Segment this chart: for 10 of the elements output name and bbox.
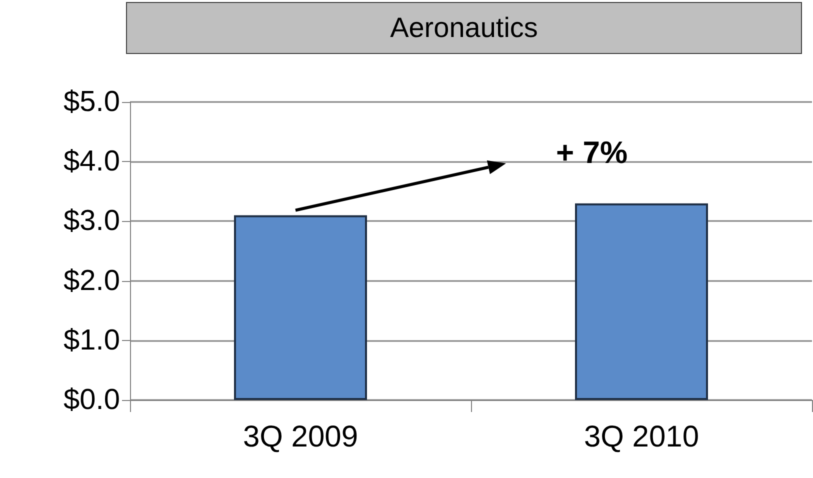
y-tick-label: $1.0 [64, 324, 120, 356]
annotation: + 7% [556, 135, 628, 172]
y-tick-label: $5.0 [64, 86, 120, 118]
y-tick-label: $0.0 [64, 384, 120, 416]
y-tick-label: $4.0 [64, 146, 120, 178]
y-tick-label: $3.0 [64, 205, 120, 238]
chart-title: Aeronautics [126, 2, 802, 54]
x-tick-label: 3Q 2009 [242, 420, 358, 454]
x-tick-label: 3Q 2010 [584, 420, 700, 454]
y-tick-label: $2.0 [64, 264, 120, 297]
